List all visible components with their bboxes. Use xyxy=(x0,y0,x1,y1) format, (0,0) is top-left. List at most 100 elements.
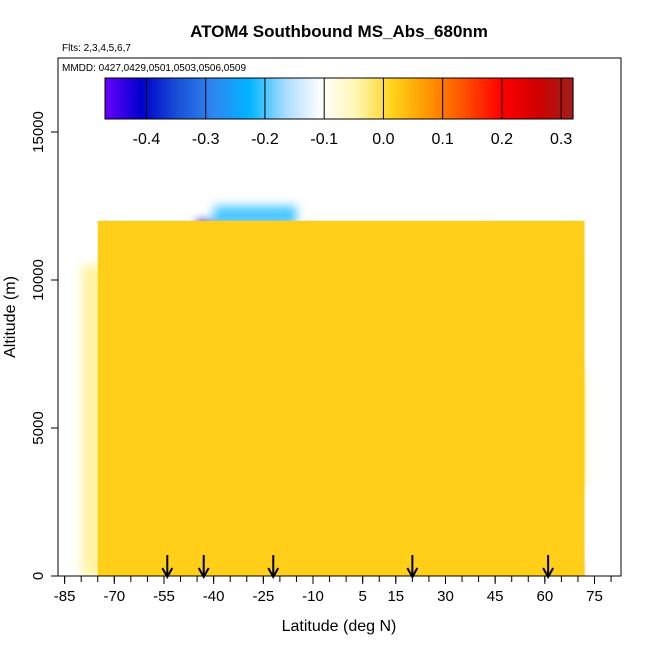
plot-frame xyxy=(57,57,622,577)
colorbar-segment xyxy=(511,78,516,119)
colorbar-segment xyxy=(260,78,264,119)
colorbar-segment xyxy=(353,78,358,119)
colorbar-segment xyxy=(365,78,369,119)
colorbar-segment xyxy=(113,78,118,119)
colorbar-segment xyxy=(350,78,355,119)
heatmap-layer xyxy=(81,206,585,576)
colorbar-segment xyxy=(374,78,378,119)
colorbar-segment xyxy=(265,78,270,119)
colorbar-segment xyxy=(306,78,311,119)
colorbar-segment xyxy=(496,78,501,119)
x-tick-label: -85 xyxy=(54,588,76,605)
colorbar-segment xyxy=(286,78,290,119)
colorbar-segment xyxy=(189,78,194,119)
colorbar-segment xyxy=(344,78,349,119)
colorbar-segment xyxy=(482,78,486,119)
colorbar-segment xyxy=(321,78,325,119)
y-tick-label: 5000 xyxy=(30,411,47,444)
x-tick-label: 45 xyxy=(487,588,504,605)
colorbar-frame xyxy=(104,77,574,120)
profile-marker-head xyxy=(161,567,174,580)
colorbar-segment xyxy=(280,78,285,119)
colorbar-tick-label: 0.0 xyxy=(372,131,394,148)
colorbar-segment xyxy=(213,78,217,119)
colorbar-segment xyxy=(201,78,206,119)
colorbar-segment xyxy=(417,78,422,119)
colorbar-segment xyxy=(134,78,138,119)
colorbar-segment xyxy=(447,78,451,119)
colorbar-segment xyxy=(479,78,483,119)
y-tick-label: 15000 xyxy=(30,111,47,153)
colorbar-segment xyxy=(298,78,302,119)
colorbar-segment xyxy=(219,78,223,119)
colorbar-segment xyxy=(245,78,249,119)
colorbar-segment xyxy=(400,78,404,119)
colorbar-segment xyxy=(137,78,141,119)
colorbar-segment xyxy=(222,78,226,119)
colorbar-segment xyxy=(552,78,557,119)
colorbar-segment xyxy=(435,78,440,119)
colorbar-segment xyxy=(444,78,448,119)
colorbar-segment xyxy=(198,78,203,119)
colorbar-segment xyxy=(227,78,232,119)
colorbar-segment xyxy=(160,78,165,119)
colorbar-segment xyxy=(195,78,200,119)
colorbar-segment xyxy=(564,78,568,119)
colorbar-segment xyxy=(502,78,507,119)
colorbar-segment xyxy=(131,78,135,119)
colorbar-segment xyxy=(423,78,428,119)
colorbar-segment xyxy=(105,78,109,119)
colorbar-segment xyxy=(453,78,457,119)
colorbar-segment xyxy=(169,78,173,119)
colorbar-segment xyxy=(391,78,396,119)
colorbar-segment xyxy=(192,78,197,119)
colorbar-segment xyxy=(347,78,352,119)
colorbar-segment xyxy=(116,78,121,119)
profile-marker-head xyxy=(267,567,280,580)
colorbar-segment xyxy=(271,78,276,119)
colorbar-segment xyxy=(110,78,115,119)
colorbar-segment xyxy=(148,78,153,119)
colorbar-segment xyxy=(461,78,466,119)
x-tick-label: -70 xyxy=(103,588,125,605)
colorbar-segment xyxy=(508,78,513,119)
colorbar-segment xyxy=(295,78,299,119)
colorbar-segment xyxy=(233,78,238,119)
profile-marker-head xyxy=(542,567,555,580)
colorbar-segment xyxy=(397,78,402,119)
x-tick-label: -25 xyxy=(252,588,274,605)
colorbar-segment xyxy=(403,78,407,119)
colorbar-segment xyxy=(151,78,156,119)
colorbar-segment xyxy=(523,78,527,119)
colorbar-segment xyxy=(517,78,521,119)
colorbar-segment xyxy=(204,78,208,119)
colorbar-segment xyxy=(216,78,220,119)
colorbar-segment xyxy=(458,78,463,119)
colorbar-segment xyxy=(163,78,168,119)
colorbar-segment xyxy=(324,78,328,119)
colorbar-segment xyxy=(125,78,129,119)
colorbar-tick-label: 0.1 xyxy=(432,131,454,148)
colorbar-segment xyxy=(394,78,399,119)
x-tick-label: -10 xyxy=(302,588,324,605)
colorbar-segment xyxy=(382,78,387,119)
colorbar-segment xyxy=(420,78,425,119)
colorbar-segment xyxy=(494,78,498,119)
colorbar-segment xyxy=(488,78,492,119)
colorbar-tick-label: 0.3 xyxy=(550,131,572,148)
colorbar-segment xyxy=(230,78,235,119)
colorbar-segment xyxy=(330,78,334,119)
y-axis: 0 5000 10000 15000 xyxy=(30,111,58,580)
colorbar-segment xyxy=(540,78,545,119)
colorbar-segment xyxy=(248,78,252,119)
colorbar-segment xyxy=(119,78,124,119)
colorbar-segment xyxy=(529,78,533,119)
x-tick-label: 30 xyxy=(437,588,454,605)
colorbar-segment xyxy=(239,78,244,119)
flights-note: Flts: 2,3,4,5,6,7 xyxy=(62,43,131,54)
colorbar-segment xyxy=(546,78,551,119)
colorbar-segment xyxy=(143,78,147,119)
colorbar-tick-label: -0.3 xyxy=(192,131,220,148)
y-tick-label: 10000 xyxy=(30,259,47,301)
